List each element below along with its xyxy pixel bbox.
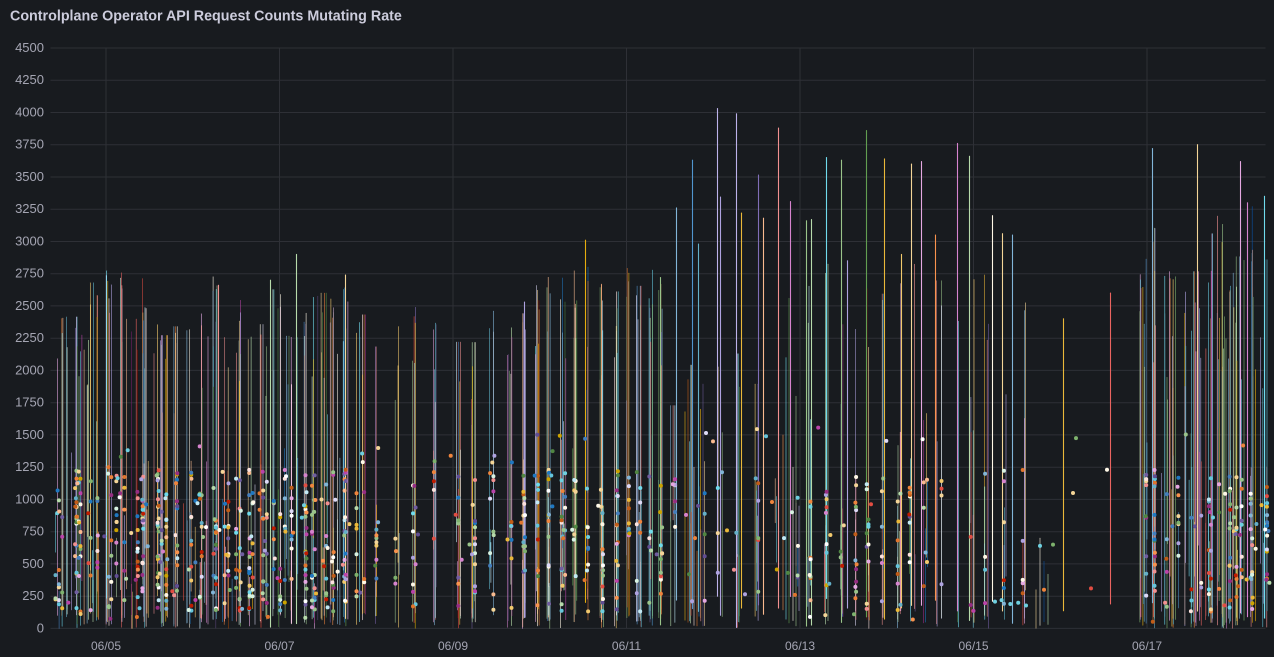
svg-text:1750: 1750 <box>15 395 44 410</box>
svg-text:2750: 2750 <box>15 266 44 281</box>
svg-text:2500: 2500 <box>15 298 44 313</box>
svg-text:3500: 3500 <box>15 169 44 184</box>
svg-text:4000: 4000 <box>15 105 44 120</box>
svg-text:3250: 3250 <box>15 201 44 216</box>
svg-text:3000: 3000 <box>15 234 44 249</box>
svg-text:2000: 2000 <box>15 362 44 377</box>
svg-text:06/17: 06/17 <box>1132 639 1162 653</box>
svg-text:4500: 4500 <box>15 40 44 55</box>
svg-text:1000: 1000 <box>15 491 44 506</box>
svg-text:06/13: 06/13 <box>785 639 815 653</box>
svg-text:06/11: 06/11 <box>612 639 641 653</box>
svg-text:Controlplane Operator API Requ: Controlplane Operator API Request Counts… <box>10 9 402 25</box>
svg-text:1500: 1500 <box>15 427 44 442</box>
svg-text:06/15: 06/15 <box>958 639 988 653</box>
svg-text:06/07: 06/07 <box>264 639 294 653</box>
svg-text:06/09: 06/09 <box>438 639 468 653</box>
svg-text:2250: 2250 <box>15 330 44 345</box>
svg-text:1250: 1250 <box>15 459 44 474</box>
svg-text:3750: 3750 <box>15 137 44 152</box>
svg-text:4250: 4250 <box>15 72 44 87</box>
svg-text:500: 500 <box>22 556 44 571</box>
svg-text:250: 250 <box>22 588 44 603</box>
svg-text:750: 750 <box>22 524 44 539</box>
svg-text:0: 0 <box>37 620 44 635</box>
svg-text:06/05: 06/05 <box>91 639 121 653</box>
